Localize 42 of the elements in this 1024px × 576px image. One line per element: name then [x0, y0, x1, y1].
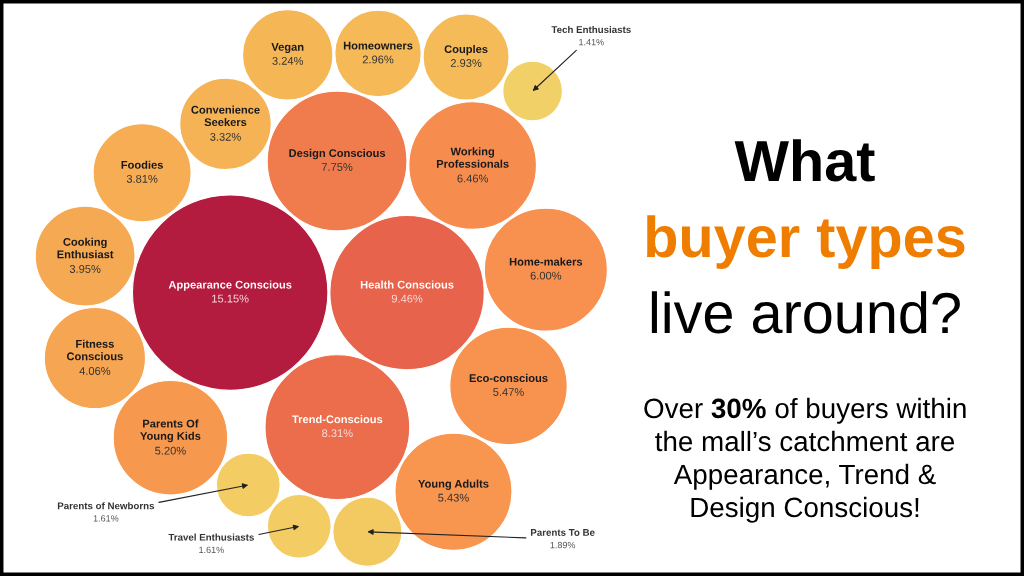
- data-label: 2.96%: [362, 55, 394, 64]
- category-label: Fitness Conscious: [66, 339, 123, 361]
- category-label: Couples: [444, 44, 488, 56]
- data-label: 15.15%: [212, 294, 249, 303]
- data-label: 3.24%: [272, 56, 304, 65]
- data-label: 6.00%: [530, 271, 562, 280]
- data-label: 5.43%: [438, 493, 469, 502]
- category-label: Health Conscious: [360, 280, 454, 289]
- data-label: 4.06%: [79, 367, 111, 375]
- data-label: 5.20%: [155, 446, 186, 455]
- category-label: Parents of Newborns: [57, 502, 155, 510]
- data-label: 5.47%: [493, 388, 524, 396]
- category-label: Vegan: [271, 43, 304, 54]
- data-label: 9.46%: [391, 294, 423, 303]
- data-label: 3.81%: [126, 174, 158, 183]
- category-label: Young Adults: [418, 479, 489, 490]
- category-label: Cooking Enthusiast: [57, 237, 114, 259]
- category-label: Foodies: [121, 160, 163, 169]
- data-label: 1.41%: [579, 39, 604, 46]
- text: What buyer types live around?: [647, 139, 965, 334]
- category-label: Home-makers: [509, 257, 583, 266]
- category-label: Appearance Conscious: [168, 280, 292, 291]
- category-label: Parents Of Young Kids: [140, 419, 201, 443]
- data-label: 6.46%: [457, 174, 489, 183]
- category-label: Design Conscious: [289, 148, 386, 160]
- category-label: Homeowners: [343, 41, 413, 50]
- text: Over 30% of buyers within the mall’s catchment are Appearance, Trend & Design Conscious!: [644, 397, 966, 523]
- category-label: Working Professionals: [436, 147, 509, 168]
- data-label: 3.95%: [69, 265, 101, 273]
- category-label: Trend-Conscious: [292, 415, 383, 424]
- category-label: Travel Enthusiasts: [168, 533, 254, 541]
- data-label: 1.61%: [93, 515, 119, 522]
- data-label: 2.93%: [450, 59, 482, 67]
- data-label: 3.32%: [210, 132, 241, 141]
- category-label: Eco-conscious: [469, 373, 548, 383]
- data-label: 1.89%: [550, 541, 576, 549]
- category-label: Parents To Be: [530, 529, 595, 536]
- data-label: 7.75%: [321, 163, 353, 171]
- category-label: Tech Enthusiasts: [551, 25, 631, 34]
- category-label: Convenience Seekers: [191, 105, 260, 127]
- data-label: 1.61%: [199, 546, 224, 554]
- data-label: 8.31%: [322, 429, 353, 438]
